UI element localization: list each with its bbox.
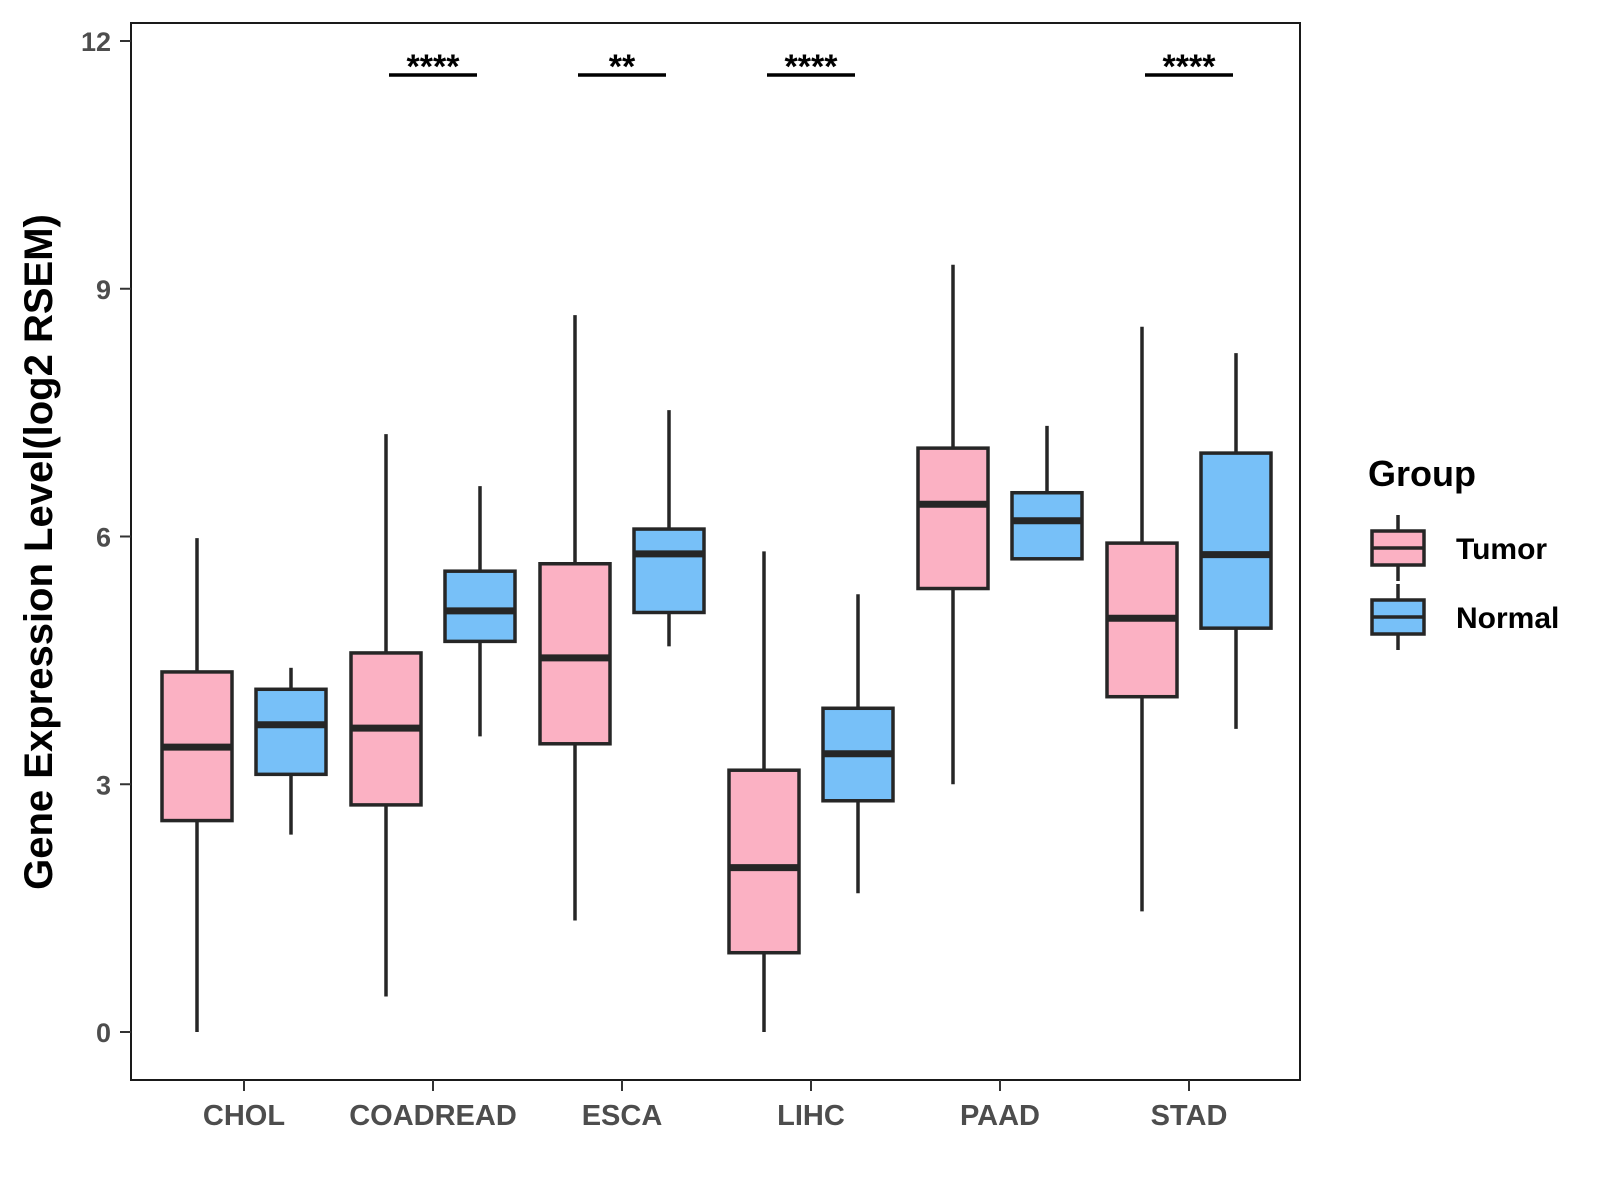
y-tick-label: 0 <box>96 1018 111 1048</box>
significance-label: **** <box>785 48 839 86</box>
box-normal-paad <box>1010 425 1084 561</box>
box-body <box>254 687 328 777</box>
box-normal-stad <box>1199 353 1273 729</box>
significance-esca: ** <box>578 48 666 86</box>
plot-panel-border <box>130 22 1301 1081</box>
x-tick-label: CHOL <box>203 1100 285 1132</box>
box-tumor-chol <box>160 538 234 1032</box>
legend-label: Normal <box>1456 602 1559 635</box>
x-tick-label: LIHC <box>777 1100 845 1132</box>
boxes-layer <box>160 264 1273 1032</box>
box-normal-esca <box>632 410 706 647</box>
box-body <box>916 446 990 591</box>
legend-title: Group <box>1368 453 1476 494</box>
significance-lihc: **** <box>767 48 855 86</box>
legend-item-normal: Normal <box>1370 584 1559 650</box>
x-tick-label: PAAD <box>960 1100 1040 1132</box>
box-tumor-stad <box>1105 326 1179 912</box>
box-tumor-esca <box>538 315 612 921</box>
y-tick-label: 6 <box>96 523 111 553</box>
box-body <box>632 527 706 615</box>
y-axis: 0 3 6 9 12 <box>81 27 131 1048</box>
significance-stad: **** <box>1145 48 1233 86</box>
y-axis-title: Gene Expression Level(log2 RSEM) <box>17 214 61 890</box>
significance-label: **** <box>1163 48 1217 86</box>
box-tumor-lihc <box>727 551 801 1032</box>
legend: Group Tumor Normal <box>1368 453 1559 650</box>
box-body <box>443 569 517 644</box>
significance-label: **** <box>407 48 461 86</box>
box-body <box>727 768 801 955</box>
legend-item-tumor: Tumor <box>1370 515 1547 581</box>
x-tick-label: STAD <box>1151 1100 1228 1132</box>
box-tumor-paad <box>916 264 990 785</box>
x-tick-label: ESCA <box>582 1100 663 1132</box>
significance-annotations: **** ** **** **** <box>389 48 1233 86</box>
box-body <box>1010 490 1084 561</box>
box-body <box>1199 451 1273 630</box>
box-normal-coadread <box>443 486 517 737</box>
significance-label: ** <box>609 48 636 86</box>
significance-coadread: **** <box>389 48 477 86</box>
y-tick-label: 12 <box>81 27 111 57</box>
x-axis: CHOL COADREAD ESCA LIHC PAAD STAD <box>203 1080 1227 1132</box>
box-normal-chol <box>254 667 328 835</box>
box-tumor-coadread <box>349 434 423 997</box>
box-normal-lihc <box>821 594 895 894</box>
y-tick-label: 3 <box>96 770 111 800</box>
legend-label: Tumor <box>1456 533 1547 566</box>
y-tick-label: 9 <box>96 275 111 305</box>
x-tick-label: COADREAD <box>349 1100 517 1132</box>
box-body <box>538 562 612 746</box>
